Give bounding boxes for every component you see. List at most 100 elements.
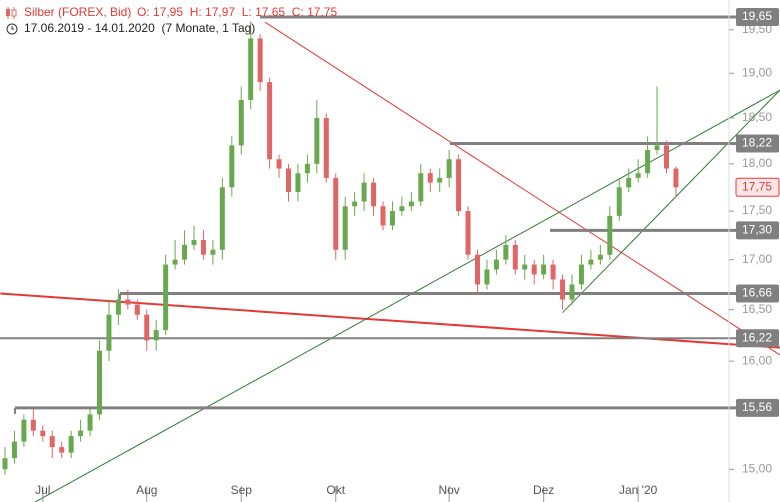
candle-body — [408, 201, 414, 207]
y-tick-label: 19,00 — [742, 65, 772, 79]
candle-body — [191, 240, 197, 245]
candle-body — [456, 159, 462, 212]
ohlc-text: O: 17,95 H: 17,97 L: 17,65 C: 17,75 — [137, 5, 337, 19]
candle-body — [645, 149, 651, 174]
x-tick-label: Dez — [533, 483, 554, 497]
candle-body — [389, 211, 395, 226]
candle-body — [607, 215, 613, 255]
candle-body — [342, 206, 348, 250]
trendline — [562, 89, 780, 314]
candle-body — [475, 254, 480, 285]
candle-body — [654, 145, 660, 150]
x-tick-label: Aug — [136, 483, 157, 497]
candle-body — [11, 441, 17, 459]
candle-body — [87, 414, 93, 431]
plot-area — [0, 15, 780, 502]
candle-body — [59, 447, 65, 453]
level-label-box — [736, 134, 779, 153]
candle-body — [541, 264, 547, 275]
candle-body — [219, 187, 225, 250]
candle-body — [588, 259, 594, 265]
candle-body — [484, 269, 490, 285]
x-tick-label: Okt — [326, 483, 345, 497]
candle-body — [163, 264, 169, 331]
candle-body — [578, 264, 584, 285]
candle-body — [446, 159, 452, 178]
candle-body — [49, 436, 55, 448]
candle-body — [267, 82, 273, 160]
candle-body — [569, 284, 575, 300]
y-tick-label: 16,00 — [742, 353, 772, 367]
candle-body — [597, 254, 603, 260]
candle-body — [418, 173, 424, 202]
level-label-box — [736, 7, 779, 26]
candle-body — [78, 430, 84, 437]
candle-body — [503, 244, 509, 260]
candle-body — [295, 173, 301, 193]
candle-body — [21, 419, 27, 442]
level-label: 18,22 — [742, 136, 772, 150]
candle-body — [153, 330, 159, 341]
y-tick-label: 17,00 — [742, 252, 772, 266]
candle-body — [635, 173, 641, 178]
y-tick-label: 15,00 — [742, 461, 772, 475]
header: Silber (FOREX, Bid) O: 17,95 H: 17,97 L:… — [3, 3, 337, 37]
candle-body — [2, 458, 8, 470]
candle-body — [626, 177, 632, 188]
candle-body — [664, 145, 669, 169]
candle-body — [522, 264, 528, 270]
candle-body — [97, 350, 102, 415]
candle-body — [276, 159, 282, 169]
candle-body — [40, 430, 46, 437]
candle-body — [238, 99, 244, 146]
candle-body — [673, 168, 679, 188]
candle-body — [200, 240, 206, 255]
level-label-box — [736, 329, 779, 348]
candle-body — [182, 244, 188, 260]
y-tick-label: 18,50 — [742, 110, 772, 124]
candle-body — [352, 201, 358, 207]
candle-body — [371, 182, 377, 207]
candle-body — [286, 168, 291, 193]
candle-body — [361, 182, 367, 202]
candle-body — [560, 279, 566, 300]
candle-body — [68, 436, 74, 453]
y-tick-label: 16,50 — [742, 302, 772, 316]
chart-subtitle: 17.06.2019 - 14.01.2020 (7 Monate, 1 Tag… — [24, 21, 255, 35]
x-tick-label: Jan '20 — [619, 483, 658, 497]
icon — [6, 9, 10, 16]
candle-body — [465, 211, 471, 255]
candle-body — [493, 259, 499, 270]
candle-body — [229, 145, 235, 188]
level-label: 17,30 — [742, 222, 772, 236]
candle-body — [437, 177, 443, 183]
candle-body — [30, 419, 36, 431]
candle-body — [323, 117, 329, 178]
x-tick-label: Nov — [438, 483, 459, 497]
candle-body — [512, 244, 518, 270]
level-label-box — [736, 221, 779, 240]
last-price-label: 17,75 — [742, 179, 772, 193]
candle-body — [257, 38, 263, 83]
level-label-box — [736, 398, 779, 417]
trendline — [264, 21, 780, 356]
level-label: 19,65 — [742, 9, 772, 23]
candle-body — [172, 259, 178, 265]
candle-body — [134, 304, 140, 315]
candle-body — [333, 177, 339, 250]
clock-icon — [11, 26, 14, 30]
candle-body — [248, 38, 254, 100]
candle-body — [106, 314, 112, 351]
candle-body — [531, 264, 537, 275]
candle-body — [380, 206, 386, 226]
x-tick-label: Jul — [35, 483, 50, 497]
level-label: 16,66 — [742, 286, 772, 300]
candle-body — [210, 249, 216, 255]
candle-body — [115, 299, 121, 315]
icon — [11, 9, 17, 17]
candle-body — [550, 264, 556, 280]
level-label: 16,22 — [742, 330, 772, 344]
candle-body — [399, 206, 405, 212]
